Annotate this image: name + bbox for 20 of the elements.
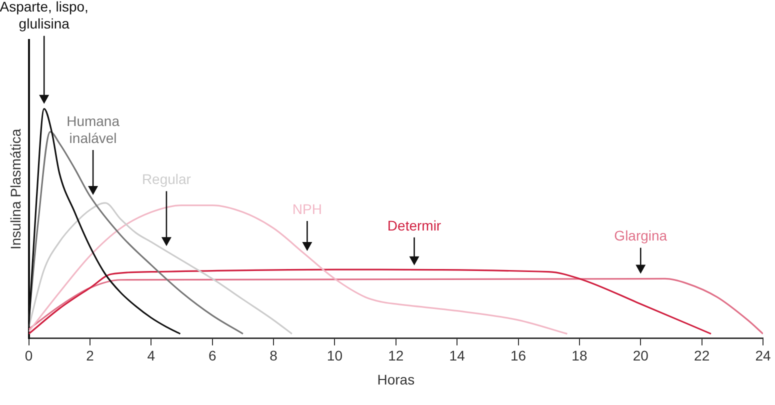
series-label: Humana inalável: [66, 112, 120, 146]
text: Asparte, lispo, glulisina: [0, 0, 88, 32]
y-axis-title: Insulina Plasmática: [7, 128, 24, 250]
x-tick-label: 18: [572, 348, 588, 364]
x-tick-label: 8: [270, 348, 278, 364]
series-label: NPH: [292, 200, 322, 217]
x-tick-label: 20: [632, 348, 649, 364]
text: Glargina: [614, 228, 668, 244]
x-tick-label: 6: [208, 348, 216, 364]
x-tick-label: 24: [755, 348, 771, 364]
x-tick-label: 12: [388, 348, 404, 364]
x-tick-label: 14: [449, 348, 466, 364]
text: Determir: [387, 217, 442, 234]
x-tick-label: 0: [24, 348, 33, 364]
x-tick-label: 4: [147, 348, 156, 364]
x-tick-label: 16: [510, 348, 526, 364]
x-tick-label: 2: [86, 348, 94, 364]
x-tick-label: 10: [326, 348, 343, 364]
x-tick-label: 22: [694, 348, 710, 364]
x-axis-title: Horas: [377, 371, 415, 388]
